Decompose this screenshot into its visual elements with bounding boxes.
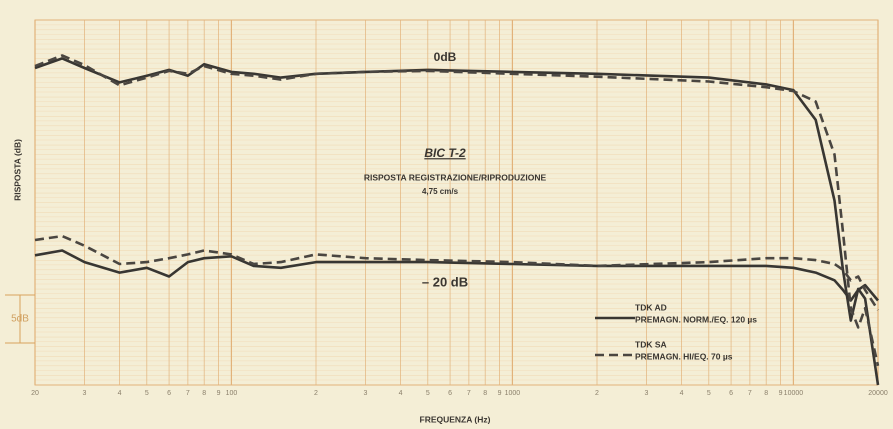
chart-subtitle: RISPOSTA REGISTRAZIONE/RIPRODUZIONE bbox=[364, 172, 547, 182]
x-tick-label: 9 bbox=[498, 390, 502, 397]
x-tick-label: 7 bbox=[186, 390, 190, 397]
plot-area bbox=[34, 19, 879, 386]
legend-label: TDK SA bbox=[635, 339, 667, 349]
x-axis-label: FREQUENZA (Hz) bbox=[420, 414, 491, 424]
x-tick-label: 5 bbox=[707, 390, 711, 397]
x-tick-label: 6 bbox=[448, 390, 452, 397]
response-curve bbox=[34, 54, 880, 367]
x-tick-label: 9 bbox=[779, 390, 783, 397]
response-curve bbox=[34, 249, 879, 302]
speed-label: 4,75 cm/s bbox=[422, 187, 459, 196]
legend-label: TDK AD bbox=[635, 302, 667, 312]
legend-detail: PREMAGN. NORM./EQ. 120 µs bbox=[635, 314, 757, 324]
x-tick-label: 6 bbox=[167, 390, 171, 397]
x-tick-label: 5 bbox=[426, 390, 430, 397]
x-tick-label: 4 bbox=[118, 390, 122, 397]
x-tick-label: 8 bbox=[202, 390, 206, 397]
x-tick-label: 20 bbox=[31, 390, 39, 397]
x-tick-label: 10000 bbox=[784, 390, 804, 397]
x-tick-label: 7 bbox=[467, 390, 471, 397]
y-axis-label: RISPOSTA (dB) bbox=[12, 139, 22, 201]
x-tick-label: 2 bbox=[314, 390, 318, 397]
response-curve bbox=[34, 57, 880, 386]
x-tick-label: 1000 bbox=[505, 390, 521, 397]
x-tick-label: 7 bbox=[748, 390, 752, 397]
x-tick-label: 2 bbox=[595, 390, 599, 397]
x-tick-label: 9 bbox=[217, 390, 221, 397]
x-tick-label: 3 bbox=[364, 390, 368, 397]
x-tick-label: 100 bbox=[226, 390, 238, 397]
chart-title: BIC T-2 bbox=[424, 146, 466, 160]
x-tick-label: 4 bbox=[399, 390, 403, 397]
response-curve bbox=[34, 234, 880, 311]
x-tick-label: 8 bbox=[764, 390, 768, 397]
legend-detail: PREMAGN. HI/EQ. 70 µs bbox=[635, 351, 733, 361]
x-tick-label: 3 bbox=[83, 390, 87, 397]
annotation: 0dB bbox=[434, 50, 457, 64]
scale-bar-label: 5dB bbox=[11, 314, 29, 325]
x-tick-label: 3 bbox=[645, 390, 649, 397]
x-tick-label: 4 bbox=[680, 390, 684, 397]
x-tick-label: 5 bbox=[145, 390, 149, 397]
annotation: – 20 dB bbox=[422, 274, 468, 289]
x-tick-label: 20000 bbox=[868, 390, 888, 397]
x-tick-label: 8 bbox=[483, 390, 487, 397]
x-tick-label: 6 bbox=[729, 390, 733, 397]
